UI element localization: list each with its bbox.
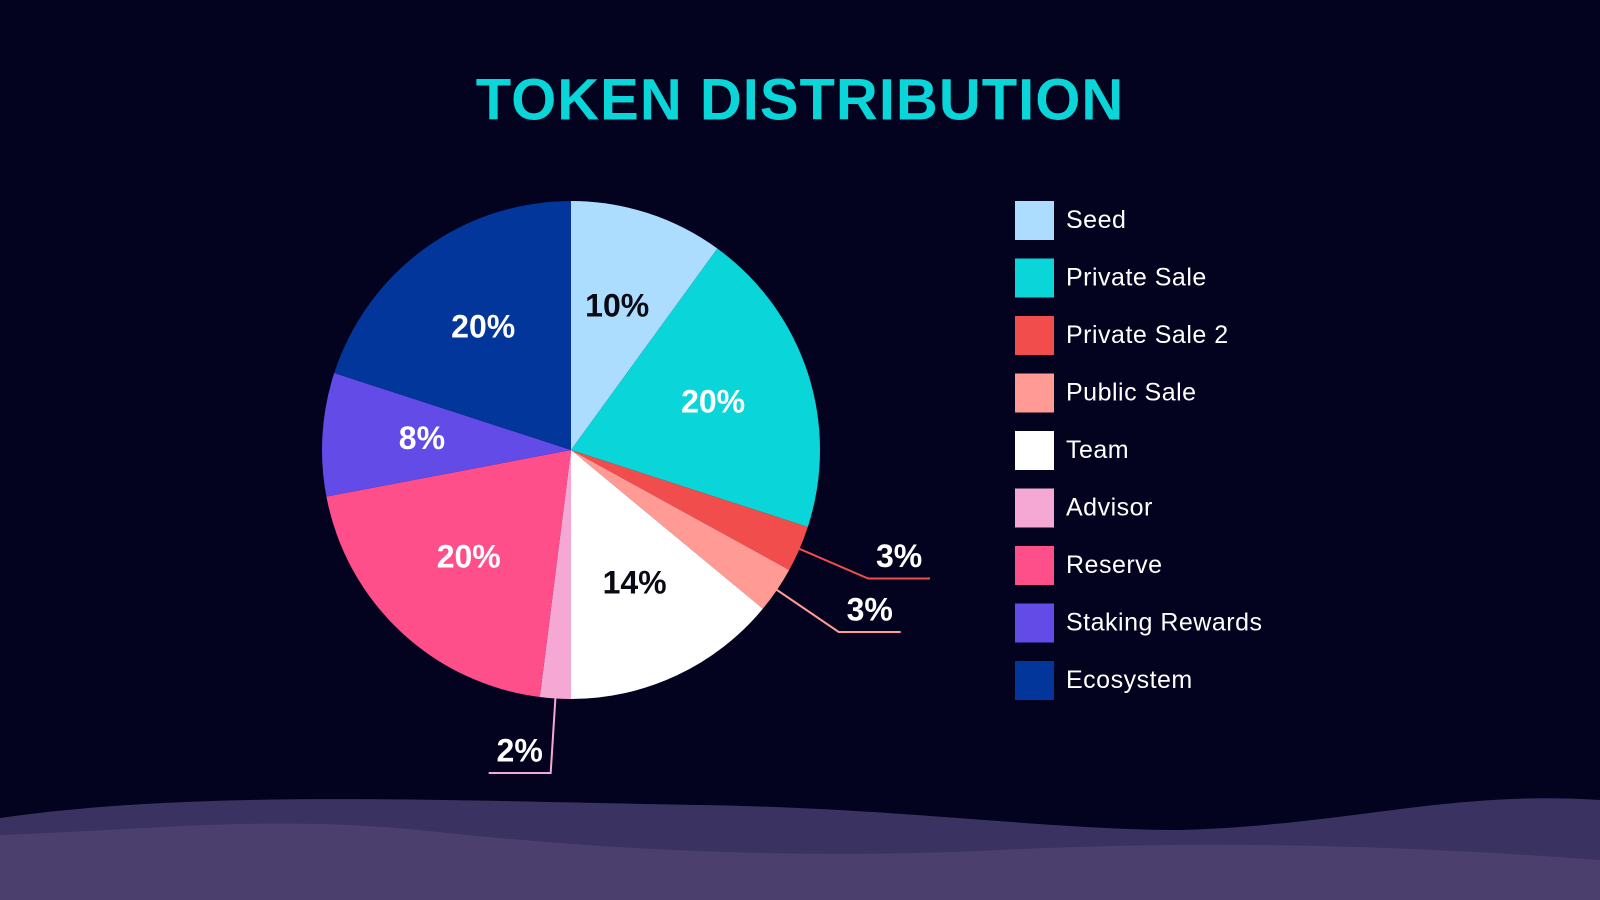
legend-label: Reserve xyxy=(1066,551,1163,579)
leader-line xyxy=(770,584,901,633)
hill-front xyxy=(0,823,1600,900)
legend-swatch xyxy=(1015,603,1054,643)
pie: 10% 20% 3% 3% 14% 2% 20% 8% 20% xyxy=(321,201,931,775)
pie-slice xyxy=(571,450,790,609)
legend-label: Team xyxy=(1066,436,1129,464)
legend-swatch xyxy=(1015,488,1054,528)
legend-label: Seed xyxy=(1066,206,1126,234)
pie-slice xyxy=(334,201,571,450)
value-label: 20% xyxy=(681,383,745,419)
chart-title: TOKEN DISTRIBUTION xyxy=(476,67,1125,132)
value-label: 3% xyxy=(876,538,922,574)
pie-slice xyxy=(326,450,571,698)
legend-swatch xyxy=(1015,258,1054,298)
legend-label: Ecosystem xyxy=(1066,666,1193,694)
legend-label: Staking Rewards xyxy=(1066,609,1262,637)
legend: Seed Private Sale Private Sale 2 Public Sal… xyxy=(1015,201,1262,700)
legend-label: Public Sale xyxy=(1066,379,1197,407)
pie-slice xyxy=(571,450,808,570)
legend-swatch xyxy=(1015,661,1054,700)
legend-swatch xyxy=(1015,316,1054,355)
legend-swatch xyxy=(1015,373,1054,413)
value-label: 14% xyxy=(603,565,667,601)
legend-swatch xyxy=(1015,431,1054,470)
value-label: 3% xyxy=(847,591,893,627)
legend-label: Private Sale xyxy=(1066,264,1207,292)
legend-swatch xyxy=(1015,201,1054,240)
value-label: 20% xyxy=(451,309,515,345)
leader-line xyxy=(792,545,931,580)
value-label: 20% xyxy=(437,538,501,574)
value-label: 8% xyxy=(399,420,445,456)
pie-slice xyxy=(571,248,820,527)
value-label: 2% xyxy=(497,733,543,769)
pie-slice xyxy=(539,450,571,699)
leader-line xyxy=(488,690,557,775)
pie-slice xyxy=(571,201,718,450)
pie-slice xyxy=(571,450,763,699)
value-label: 10% xyxy=(585,287,649,323)
legend-label: Private Sale 2 xyxy=(1066,321,1229,349)
legend-label: Advisor xyxy=(1066,494,1153,522)
legend-swatch xyxy=(1015,546,1054,585)
pie-slice xyxy=(321,373,571,497)
